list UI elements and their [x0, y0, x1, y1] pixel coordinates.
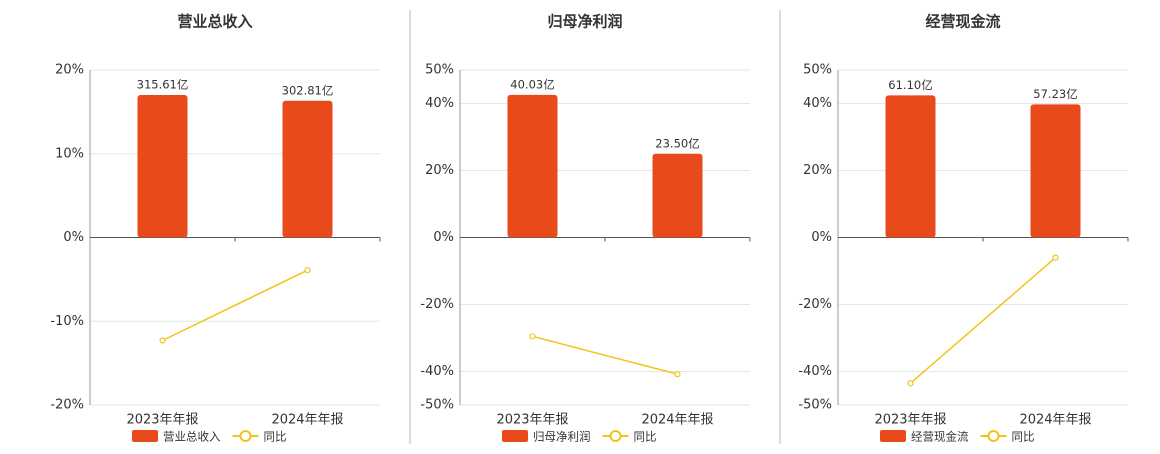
point [304, 267, 311, 274]
legend-label: 归母净利润 [533, 430, 591, 444]
legend-label: 同比 [264, 430, 287, 444]
bar [282, 100, 333, 238]
chart-title: 营业总收入 [177, 13, 252, 31]
bar [885, 95, 936, 238]
legend-swatch [239, 430, 252, 442]
chart-title: 归母净利润 [547, 13, 622, 31]
point [1052, 254, 1059, 261]
legend-swatch [987, 430, 1000, 442]
line [532, 335, 678, 375]
x-tick-label: 2023年年报 [874, 413, 946, 428]
value-label: 57.23亿 [1033, 87, 1077, 101]
x-tick-label: 2024年年报 [641, 413, 713, 428]
legend-swatch [609, 430, 622, 442]
legend-label: 同比 [634, 430, 657, 444]
y-tick-label: 20% [55, 63, 84, 78]
y-tick-label: 20% [803, 163, 832, 178]
bar [137, 95, 188, 238]
y-tick-label: 50% [803, 63, 832, 78]
value-label: 40.03亿 [510, 77, 554, 91]
point [159, 337, 166, 344]
chart-title: 经营现金流 [925, 13, 1000, 31]
y-tick-label: 50% [425, 63, 454, 78]
legend-swatch [132, 430, 158, 442]
legend-label: 营业总收入 [163, 430, 221, 444]
legend-swatch [502, 430, 528, 442]
point [529, 333, 536, 340]
y-tick-label: 0% [63, 230, 84, 245]
bar [652, 153, 703, 238]
y-tick-label: -50% [798, 398, 832, 413]
x-tick-label: 2024年年报 [1019, 413, 1091, 428]
y-tick-label: 0% [811, 230, 832, 245]
value-label: 315.61亿 [137, 78, 189, 92]
line [162, 269, 308, 342]
line [910, 257, 1056, 384]
y-tick-label: -50% [420, 398, 454, 413]
x-tick-label: 2024年年报 [271, 413, 343, 428]
y-tick-label: 20% [425, 163, 454, 178]
legend-label: 经营现金流 [911, 430, 969, 444]
point [907, 380, 914, 387]
value-label: 302.81亿 [282, 83, 334, 97]
value-label: 23.50亿 [655, 136, 699, 150]
legend-swatch [880, 430, 906, 442]
point [674, 371, 681, 378]
legend-label: 同比 [1012, 430, 1035, 444]
y-tick-label: 0% [433, 230, 454, 245]
y-tick-label: -40% [798, 364, 832, 379]
x-tick-label: 2023年年报 [496, 413, 568, 428]
y-tick-label: 40% [803, 96, 832, 111]
x-tick-label: 2023年年报 [126, 413, 198, 428]
bar [1030, 104, 1081, 238]
value-label: 61.10亿 [888, 78, 932, 92]
y-tick-label: -20% [798, 297, 832, 312]
y-tick-label: 40% [425, 96, 454, 111]
y-tick-label: -10% [50, 314, 84, 329]
bar [507, 94, 558, 238]
y-tick-label: 10% [55, 146, 84, 161]
y-tick-label: -20% [50, 398, 84, 413]
y-tick-label: -40% [420, 364, 454, 379]
y-tick-label: -20% [420, 297, 454, 312]
